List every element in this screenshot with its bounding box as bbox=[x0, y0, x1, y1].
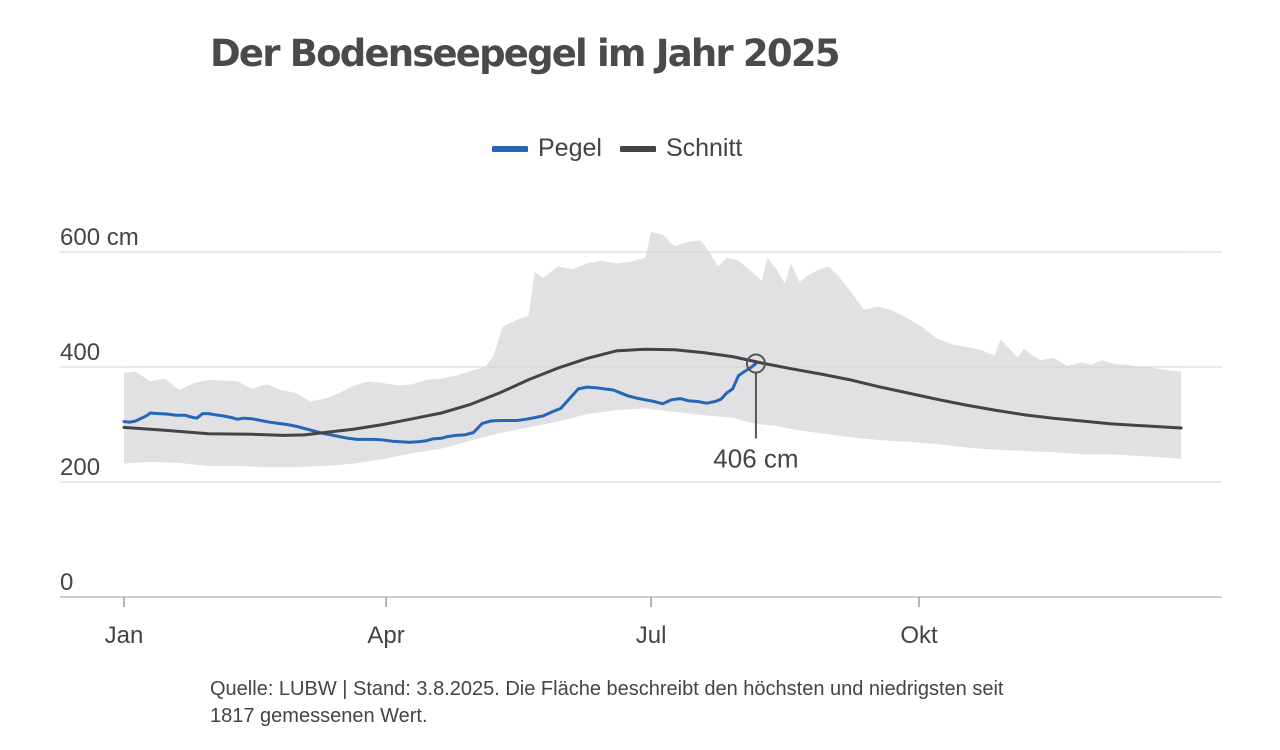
legend-item-pegel: Pegel bbox=[492, 134, 602, 163]
legend-swatch-schnitt bbox=[619, 145, 656, 152]
legend: Pegel Schnitt bbox=[492, 134, 742, 163]
x-tick-label-jan: Jan bbox=[105, 622, 144, 649]
chart-title: Der Bodenseepegel im Jahr 2025 bbox=[210, 32, 841, 75]
legend-swatch-pegel bbox=[492, 145, 528, 152]
x-tick-label-apr: Apr bbox=[367, 622, 404, 649]
x-tick-label-okt: Okt bbox=[900, 622, 938, 649]
series-line-pegel bbox=[122, 362, 758, 444]
y-tick-label-600: 600 cm bbox=[60, 224, 139, 251]
series-line-schnitt bbox=[122, 347, 1183, 437]
y-tick-label-400: 400 bbox=[60, 339, 100, 366]
annotation-label: 406 cm bbox=[713, 444, 798, 474]
legend-label-schnitt: Schnitt bbox=[665, 134, 743, 162]
legend-item-schnitt: Schnitt bbox=[619, 134, 743, 163]
y-tick-label-0: 0 bbox=[60, 569, 73, 596]
y-tick-label-200: 200 bbox=[60, 454, 100, 481]
x-tick-label-jul: Jul bbox=[636, 622, 667, 649]
legend-label-pegel: Pegel bbox=[538, 134, 602, 162]
source-note: Quelle: LUBW | Stand: 3.8.2025. Die Fläc… bbox=[210, 678, 1004, 727]
